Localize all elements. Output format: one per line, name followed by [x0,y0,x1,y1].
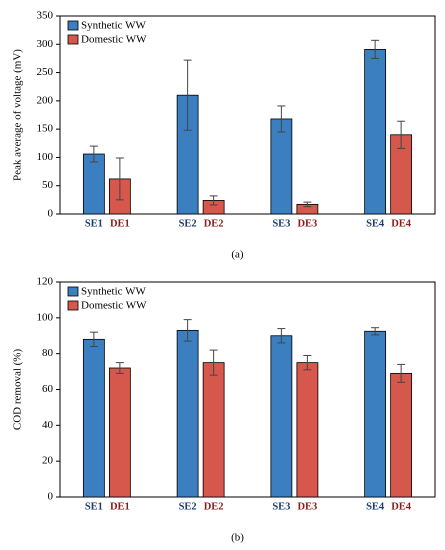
panel-label: (a) [231,249,244,261]
y-tick-label: 40 [42,419,54,431]
error-bar [183,319,192,342]
bar [270,335,293,498]
bar [202,362,225,498]
x-tick-label: SE2 [179,501,197,512]
error-bar [183,59,192,131]
error-bar [115,362,124,374]
error-bar [89,145,98,163]
error-bar [371,327,380,336]
x-tick-label: DE1 [110,501,130,512]
legend-swatch [67,300,79,311]
legend-swatch [67,20,79,31]
y-tick-label: 50 [42,179,54,191]
y-tick-label: 250 [37,66,54,78]
x-tick-label: DE4 [391,218,412,229]
y-tick-label: 300 [37,38,54,50]
x-tick-label: DE4 [391,501,412,512]
y-tick-label: 120 [37,276,54,288]
error-bar [277,105,286,133]
error-bar [115,157,124,201]
x-tick-label: DE3 [297,218,317,229]
x-tick-label: DE3 [297,501,317,512]
bar [296,362,319,498]
error-bar [303,201,312,208]
y-tick-label: 150 [37,123,54,135]
x-tick-label: DE2 [204,218,224,229]
error-bar [397,363,406,383]
legend-swatch [67,34,79,45]
y-axis-label: Peak average of voltage (mV) [12,49,24,181]
x-tick-label: DE1 [110,218,130,229]
bar [82,153,105,215]
error-bar [89,331,98,347]
y-tick-label: 80 [42,347,54,359]
x-tick-label: SE3 [272,501,290,512]
plot-frame [59,15,436,215]
legend-swatch [67,286,79,297]
x-tick-label: SE4 [366,218,385,229]
y-axis-label: COD removal (%) [12,349,24,431]
y-tick-label: 20 [42,455,54,467]
y-tick-label: 100 [37,311,54,323]
bar [390,372,413,498]
error-bar [303,354,312,371]
legend-label: Synthetic WW [81,286,146,298]
bar [364,48,387,215]
panel-label: (b) [231,532,244,544]
error-bar [209,349,218,376]
error-bar [371,39,380,59]
bar [108,367,131,498]
x-tick-label: SE3 [272,218,290,229]
x-tick-label: SE1 [85,501,103,512]
legend-label: Domestic WW [81,34,147,46]
bar [82,338,105,498]
error-bar [397,120,406,149]
y-tick-label: 0 [48,491,54,503]
legend-label: Synthetic WW [81,20,146,32]
bar [364,330,387,498]
bar [270,118,293,215]
bar [176,329,199,498]
y-tick-label: 350 [37,10,54,22]
y-tick-label: 200 [37,94,54,106]
error-bar [277,328,286,344]
legend-label: Domestic WW [81,300,147,312]
x-tick-label: SE4 [366,501,385,512]
x-tick-label: DE2 [204,501,224,512]
x-tick-label: SE1 [85,218,103,229]
error-bar [209,195,218,206]
x-tick-label: SE2 [179,218,197,229]
y-tick-label: 60 [42,383,54,395]
y-tick-label: 100 [37,151,54,163]
y-tick-label: 0 [48,208,54,220]
